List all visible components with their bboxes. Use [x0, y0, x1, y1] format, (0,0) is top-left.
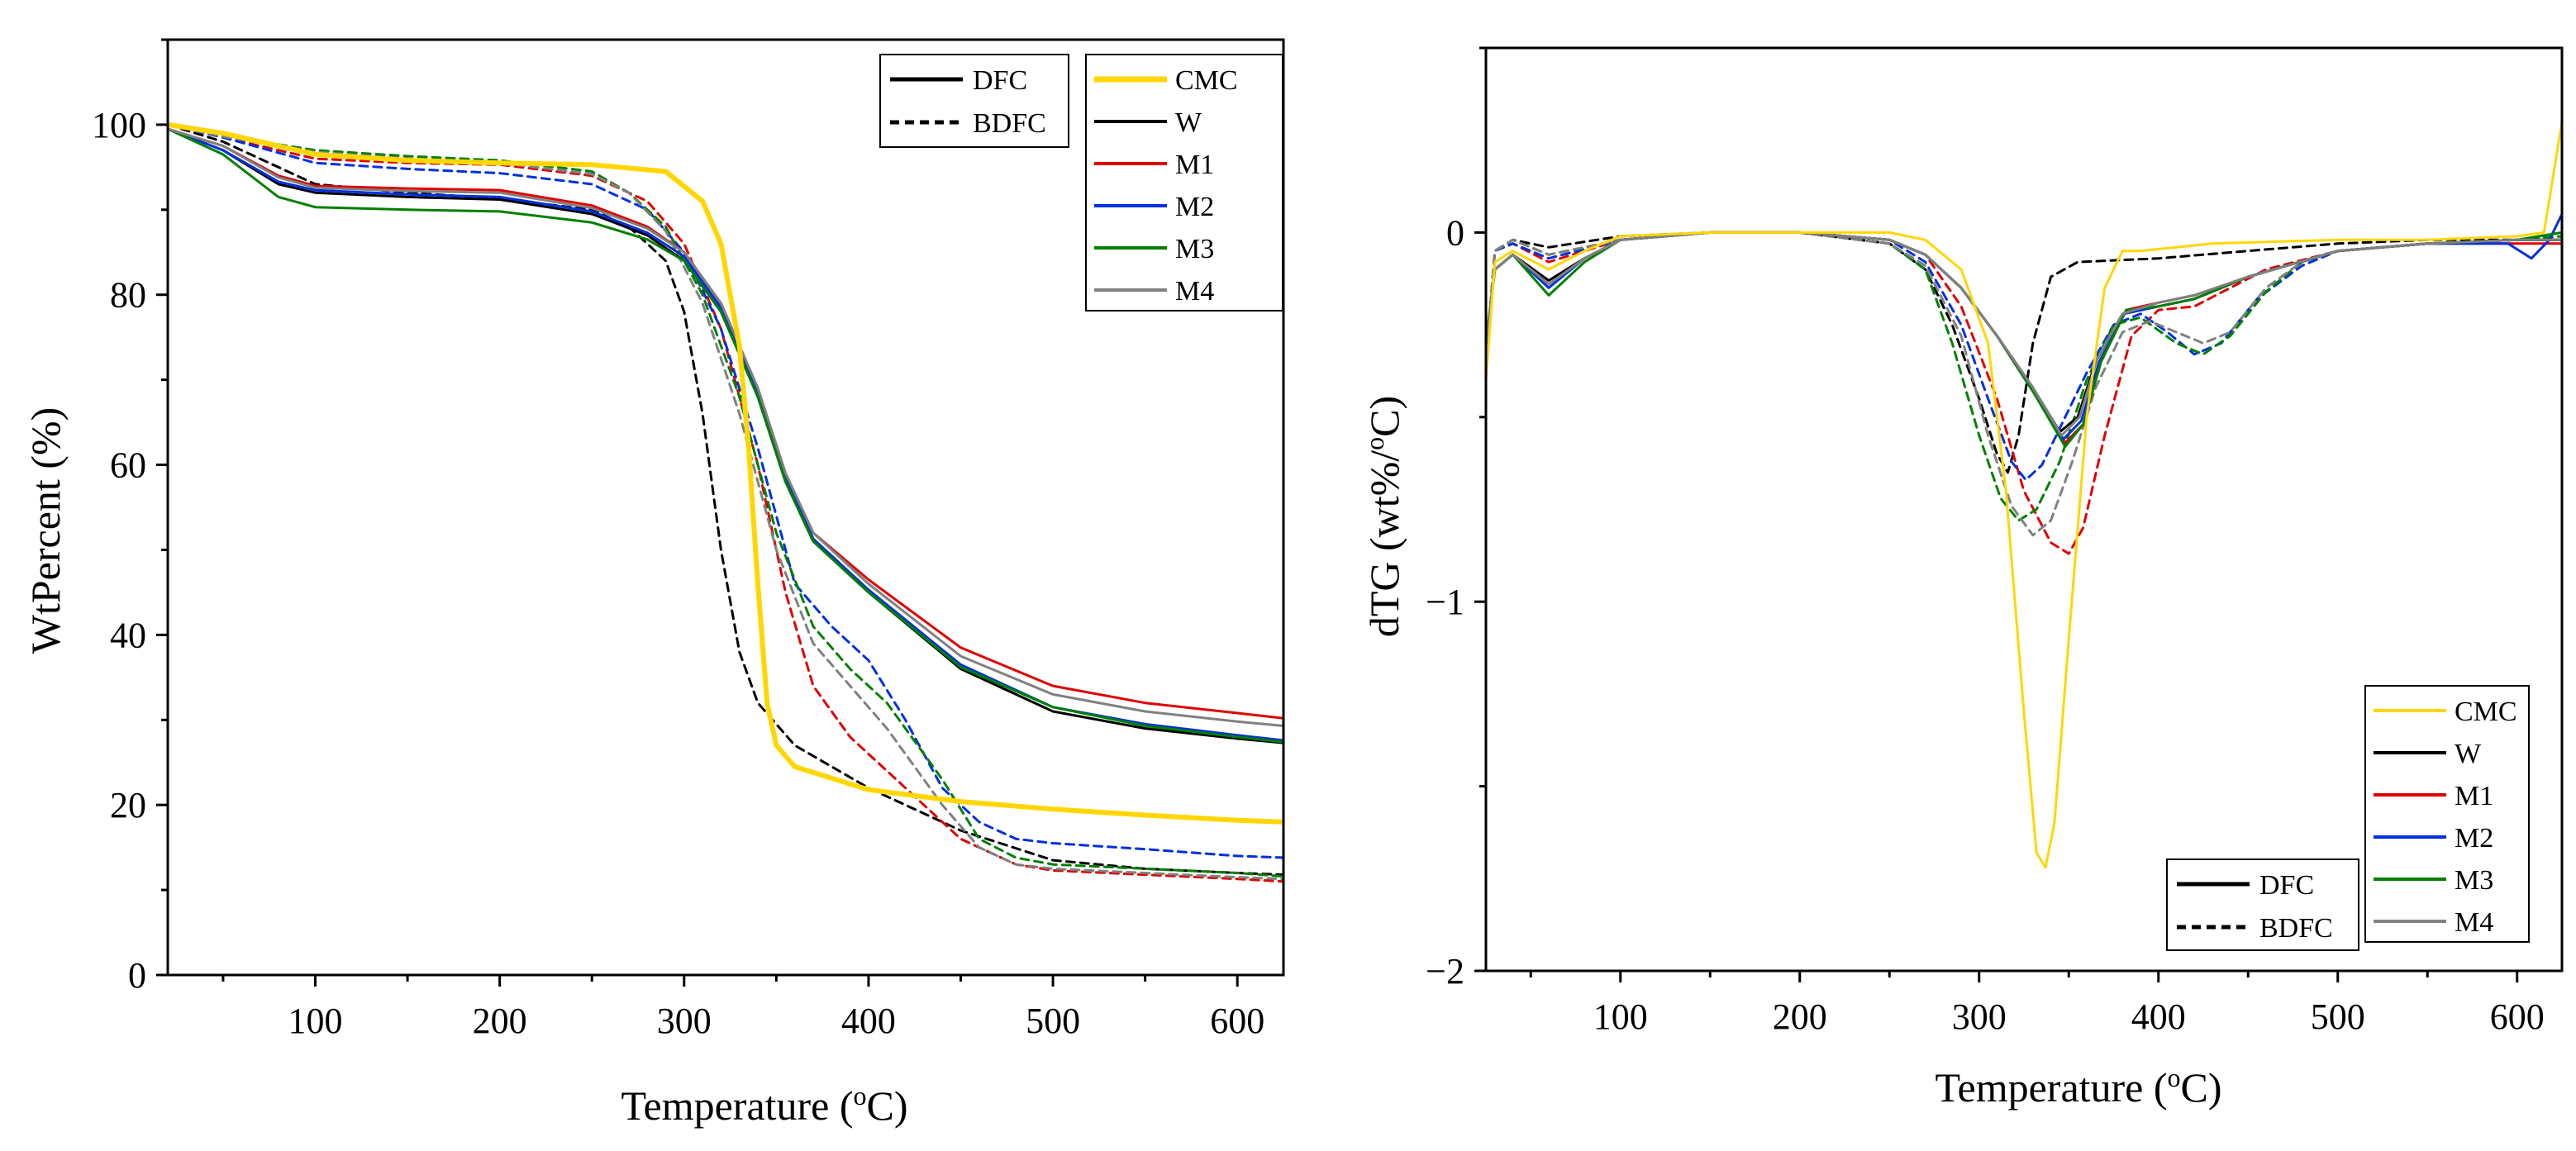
dtg-plot-frame — [1484, 46, 2564, 973]
dtg-legend-label-m4: M4 — [2455, 907, 2493, 938]
tga-series-cmc — [168, 121, 1283, 825]
dtg-series-cmc — [1486, 120, 2562, 869]
tga-series-m4 — [168, 127, 1283, 727]
tga-legend-label-w: W — [1175, 107, 1202, 138]
tga-x-axis-title: Temperature (oC) — [621, 1081, 907, 1129]
tga-legend-series: CMC W M1 M2 M3 M4 — [1085, 54, 1283, 312]
dtg-legend-series: CMC W M1 M2 M3 M4 — [2364, 685, 2530, 943]
dtg-x-tick-label: 200 — [1773, 996, 1827, 1037]
tga-legend-label-dfc: DFC — [973, 65, 1027, 96]
tga-x-tick-label: 600 — [1210, 1001, 1264, 1041]
tga-series-m3 — [168, 127, 1283, 744]
tga-x-tick-label: 500 — [1026, 1001, 1080, 1041]
dtg-series-m4 — [1486, 231, 2562, 437]
dtg-plot-area — [1486, 120, 2562, 869]
tga-legend-label-m1: M1 — [1175, 150, 1214, 180]
tga-legend-series-box — [1085, 54, 1283, 312]
tga-y-tick-label: 60 — [110, 445, 146, 486]
tga-legend-label-m3: M3 — [1175, 234, 1214, 264]
dtg-legend-label-w: W — [2455, 739, 2482, 769]
dtg-x-tick-label: 400 — [2131, 996, 2186, 1037]
dtg-legend-label-m3: M3 — [2455, 865, 2493, 896]
dtg-legend-style-box — [2166, 858, 2359, 951]
dtg-x-tick-label: 600 — [2490, 996, 2545, 1037]
tga-series-bdfc-m2 — [168, 123, 1283, 859]
dtg-legend-series-box — [2364, 685, 2530, 943]
dtg-legend-label-dfc: DFC — [2259, 870, 2314, 901]
dtg-y-tick-label: 0 — [1446, 212, 1464, 253]
dtg-legend-label-cmc: CMC — [2455, 697, 2517, 727]
dtg-series-bdfc-w — [1486, 231, 2562, 474]
dtg-y-tick-label: −1 — [1426, 582, 1464, 622]
tga-x-tick-label: 300 — [657, 1001, 712, 1041]
tga-plot-frame — [166, 38, 1285, 977]
dtg-legend-label-m2: M2 — [2455, 823, 2493, 854]
dtg-x-tick-label: 100 — [1593, 996, 1648, 1037]
tga-series-bdfc-m3 — [168, 123, 1283, 878]
tga-legend-label-m2: M2 — [1175, 192, 1214, 222]
dtg-legend-label-m1: M1 — [2455, 781, 2493, 811]
dtg-x-tick-label: 300 — [1952, 996, 2007, 1037]
dtg-legend-label-bdfc: BDFC — [2259, 913, 2333, 944]
tga-chart: 100 200 300 400 500 600 0 20 40 60 80 100 Temperatu… — [22, 38, 1285, 1129]
dtg-x-tick-label: 500 — [2311, 996, 2365, 1037]
tga-y-tick-label: 100 — [92, 105, 146, 145]
tga-legend-style-box — [879, 54, 1069, 148]
tga-x-tick-label: 200 — [473, 1001, 527, 1041]
dtg-x-axis-title: Temperature (oC) — [1935, 1063, 2221, 1111]
tga-y-tick-label: 20 — [110, 785, 146, 825]
tga-y-tick-label: 80 — [110, 275, 146, 316]
tga-legend-line-style: DFC BDFC — [879, 54, 1069, 148]
tga-legend-label-bdfc: BDFC — [973, 108, 1046, 139]
dtg-axes: 100 200 300 400 500 600 −2 −1 0 — [1426, 46, 2564, 1037]
tga-y-tick-label: 0 — [128, 955, 146, 996]
tga-legend-label-m4: M4 — [1175, 276, 1214, 307]
tga-y-tick-label: 40 — [110, 615, 146, 655]
tga-axes: 100 200 300 400 500 600 0 20 40 60 80 100 — [92, 38, 1285, 1041]
tga-x-tick-label: 400 — [841, 1001, 896, 1041]
tga-plot-area — [168, 121, 1283, 883]
tga-y-axis-title: WtPercent (%) — [22, 407, 69, 654]
dtg-chart: 100 200 300 400 500 600 −2 −1 0 Temperature (oC)… — [1359, 46, 2564, 1111]
tga-legend-label-cmc: CMC — [1175, 65, 1238, 96]
dtg-legend-line-style: DFC BDFC — [2166, 858, 2359, 951]
dtg-y-axis-title: dTG (wt%/oC) — [1359, 396, 1407, 637]
tga-x-tick-label: 100 — [288, 1001, 343, 1041]
dtg-y-tick-label: −2 — [1426, 951, 1464, 992]
